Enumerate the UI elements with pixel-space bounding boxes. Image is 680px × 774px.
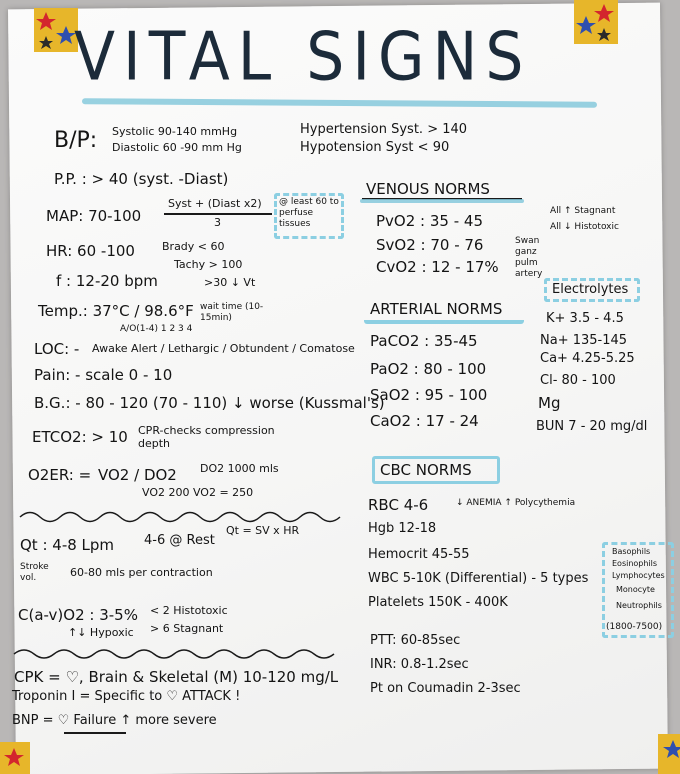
- failure-underline: [64, 732, 126, 734]
- cvo2: CvO2 : 12 - 17%: [376, 258, 499, 276]
- wbc: WBC 5-10K (Differential) - 5 types: [368, 571, 589, 586]
- potassium: K+ 3.5 - 4.5: [546, 311, 624, 326]
- venous-header: VENOUS NORMS: [366, 180, 490, 198]
- map-formula-denominator: 3: [214, 216, 221, 229]
- ptt: PTT: 60-85sec: [370, 633, 461, 648]
- star-sticker: [0, 742, 30, 774]
- tachycardia: Tachy > 100: [174, 258, 243, 271]
- bun: BUN 7 - 20 mg/dl: [536, 419, 648, 434]
- etco2-note: CPR-checks compression depth: [138, 424, 275, 450]
- rbc: RBC 4-6: [368, 496, 429, 514]
- cardiac-output-formula: Qt = SV x HR: [226, 524, 300, 537]
- wbc-type-lymphocytes: Lymphocytes: [612, 571, 665, 580]
- bp-diastolic: Diastolic 60 -90 mm Hg: [112, 141, 242, 154]
- wavy-divider: [13, 649, 335, 659]
- etco2: ETCO2: > 10: [32, 428, 128, 446]
- blood-glucose: B.G.: - 80 - 120 (70 - 110) ↓ worse (Kus…: [34, 394, 385, 412]
- map: MAP: 70-100: [46, 207, 142, 225]
- hypotension: Hypotension Syst < 90: [300, 140, 450, 155]
- sao2: SaO2 : 95 - 100: [370, 386, 488, 404]
- pao2: PaO2 : 80 - 100: [370, 360, 487, 378]
- bp-label: B/P:: [54, 128, 98, 153]
- pulmonary-artery: pulm artery: [515, 258, 543, 279]
- cav-stagnant: > 6 Stagnant: [150, 622, 224, 635]
- inr: INR: 0.8-1.2sec: [370, 657, 469, 672]
- pt-coumadin: Pt on Coumadin 2-3sec: [370, 681, 521, 696]
- respiratory-rate: f : 12-20 bpm: [56, 272, 158, 290]
- electrolytes-header: Electrolytes: [552, 282, 629, 297]
- rbc-note: ↓ ANEMIA ↑ Polycythemia: [456, 498, 576, 508]
- paco2: PaCO2 : 35-45: [370, 332, 478, 350]
- chloride: Cl- 80 - 100: [540, 373, 616, 388]
- cav-o2: C(a-v)O2 : 3-5%: [18, 606, 138, 624]
- heart-rate: HR: 60 -100: [46, 242, 135, 260]
- oer-vo2: VO2 200 VO2 = 250: [142, 486, 254, 499]
- oer-do2: DO2 1000 mls: [200, 462, 279, 475]
- bradycardia: Brady < 60: [162, 240, 225, 253]
- pvo2: PvO2 : 35 - 45: [376, 212, 483, 230]
- cao2: CaO2 : 17 - 24: [370, 412, 479, 430]
- bnp: BNP = ♡ Failure ↑ more severe: [12, 713, 217, 728]
- svo2: SvO2 : 70 - 76: [376, 236, 484, 254]
- star-sticker: [658, 734, 680, 774]
- page-title: VITAL SIGNS: [74, 17, 532, 97]
- cardiac-output: Qt : 4-8 Lpm: [20, 536, 115, 554]
- cav-histotoxic: < 2 Histotoxic: [150, 604, 228, 617]
- platelets: Platelets 150K - 400K: [368, 595, 508, 610]
- arterial-highlight: [364, 294, 524, 324]
- temperature-note: wait time (10-15min): [200, 302, 264, 323]
- fraction-line: [164, 213, 272, 215]
- sodium: Na+ 135-145: [540, 333, 628, 348]
- cbc-header: CBC NORMS: [380, 461, 472, 479]
- map-formula-numerator: Syst + (Diast x2): [168, 197, 262, 210]
- cardiac-output-rest: 4-6 @ Rest: [144, 533, 215, 548]
- wbc-type-monocyte: Monocyte: [616, 585, 655, 594]
- loc-numbers: A/O(1-4) 1 2 3 4: [120, 324, 193, 334]
- wbc-type-basophils: Basophils: [612, 547, 651, 556]
- hemoglobin: Hgb 12-18: [368, 521, 437, 536]
- swan-ganz: Swan ganz: [515, 236, 540, 257]
- magnesium: Mg: [538, 394, 561, 412]
- bp-systolic: Systolic 90-140 mmHg: [112, 125, 238, 138]
- loc-label: LOC: -: [34, 340, 80, 358]
- star-sticker: [574, 0, 618, 44]
- arterial-header: ARTERIAL NORMS: [370, 300, 503, 318]
- wbc-type-eosinophils: Eosinophils: [612, 559, 658, 568]
- calcium: Ca+ 4.25-5.25: [540, 351, 635, 366]
- electrolytes-box: [544, 278, 640, 302]
- stroke-volume-label: Stroke vol.: [20, 562, 49, 583]
- loc-scale: Awake Alert / Lethargic / Obtundent / Co…: [92, 342, 355, 355]
- pulse-pressure: P.P. : > 40 (syst. -Diast): [54, 170, 229, 188]
- respiratory-note: >30 ↓ Vt: [204, 276, 256, 289]
- wbc-type-neutrophils: Neutrophils: [616, 601, 662, 610]
- temperature: Temp.: 37°C / 98.6°F: [38, 302, 194, 320]
- stroke-volume: 60-80 mls per contraction: [70, 566, 213, 579]
- cbc-header-box: [372, 456, 500, 484]
- pain: Pain: - scale 0 - 10: [34, 366, 173, 384]
- venous-histotoxic: All ↓ Histotoxic: [550, 222, 619, 232]
- map-note: @ least 60 to perfuse tissues: [279, 197, 339, 229]
- hematocrit: Hemocrit 45-55: [368, 547, 470, 562]
- map-note-box: [274, 193, 344, 239]
- venous-stagnant: All ↑ Stagnant: [550, 206, 616, 216]
- venous-highlight: [360, 199, 524, 203]
- oer-formula: VO2 / DO2: [98, 466, 177, 484]
- oer-label: O2ER: =: [28, 466, 92, 484]
- wavy-divider: [19, 511, 341, 523]
- star-sticker: [34, 8, 78, 52]
- hypertension: Hypertension Syst. > 140: [300, 122, 468, 137]
- wbc-types-box: [602, 542, 674, 638]
- cav-hypoxic: ↑↓ Hypoxic: [68, 626, 134, 639]
- troponin: Troponin I = Specific to ♡ ATTACK !: [12, 689, 241, 704]
- cpk: CPK = ♡, Brain & Skeletal (M) 10-120 mg/…: [14, 668, 339, 686]
- neutrophil-range: (1800-7500): [606, 622, 663, 632]
